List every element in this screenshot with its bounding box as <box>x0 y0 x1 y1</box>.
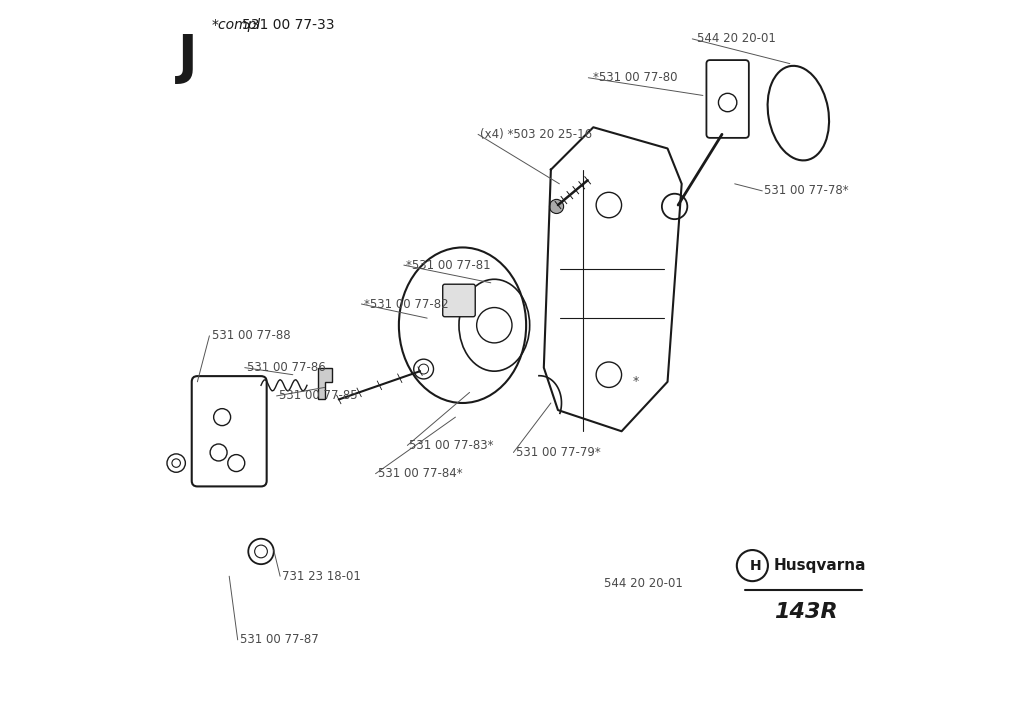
Text: *compl: *compl <box>212 18 261 32</box>
Text: *: * <box>632 375 638 388</box>
Text: H: H <box>751 559 762 573</box>
Text: 143R: 143R <box>773 602 838 621</box>
Text: 531 00 77-78*: 531 00 77-78* <box>764 185 849 197</box>
Text: 531 00 77-33: 531 00 77-33 <box>242 18 335 32</box>
Polygon shape <box>317 368 332 399</box>
Text: 531 00 77-79*: 531 00 77-79* <box>515 446 600 459</box>
Text: 531 00 77-86: 531 00 77-86 <box>247 361 326 374</box>
Text: *531 00 77-82: *531 00 77-82 <box>364 298 449 310</box>
Text: 531 00 77-88: 531 00 77-88 <box>212 329 290 342</box>
Text: 531 00 77-85: 531 00 77-85 <box>279 390 357 402</box>
Circle shape <box>550 199 563 214</box>
Text: J: J <box>178 32 198 84</box>
Text: 531 00 77-87: 531 00 77-87 <box>240 633 318 646</box>
Text: 544 20 20-01: 544 20 20-01 <box>604 577 683 590</box>
Text: Husqvarna: Husqvarna <box>773 558 866 573</box>
Text: *531 00 77-81: *531 00 77-81 <box>406 259 490 271</box>
Text: 531 00 77-83*: 531 00 77-83* <box>410 439 494 452</box>
Text: (x4) *503 20 25-16: (x4) *503 20 25-16 <box>480 128 592 141</box>
Text: 531 00 77-84*: 531 00 77-84* <box>378 467 462 480</box>
Text: 731 23 18-01: 731 23 18-01 <box>283 570 361 583</box>
Text: *531 00 77-80: *531 00 77-80 <box>593 71 678 84</box>
Text: 544 20 20-01: 544 20 20-01 <box>697 33 776 45</box>
FancyBboxPatch shape <box>442 284 475 317</box>
